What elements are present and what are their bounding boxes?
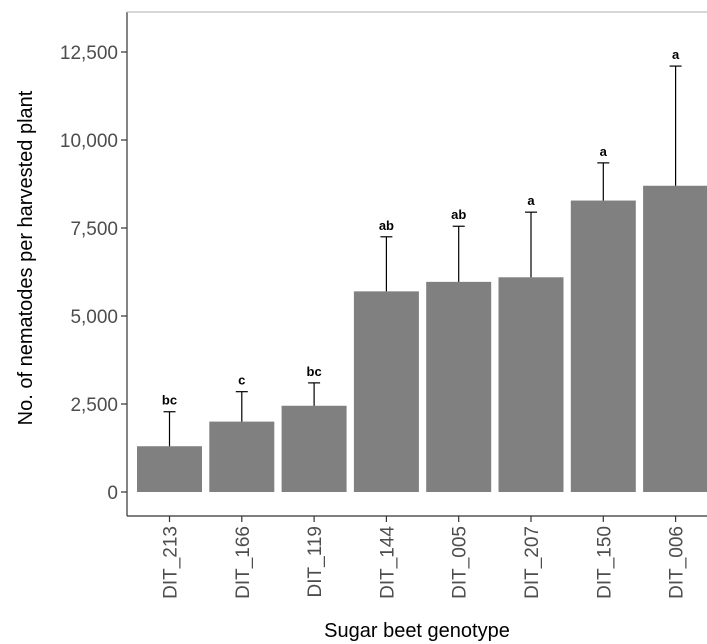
x-tick-label: DIT_006 bbox=[667, 526, 688, 599]
bars-group bbox=[137, 185, 707, 492]
y-tick-label: 0 bbox=[107, 483, 118, 504]
x-axis-title: Sugar beet genotype bbox=[324, 620, 510, 642]
bar bbox=[137, 446, 202, 492]
bar bbox=[281, 405, 347, 492]
bar bbox=[209, 421, 275, 492]
x-tick-label: DIT_213 bbox=[161, 526, 182, 599]
y-tick-label: 7,500 bbox=[70, 219, 118, 240]
x-axis-ticks: DIT_213 DIT_166 DIT_119 DIT_144 DIT_005 DIT_2… bbox=[161, 516, 688, 599]
x-tick-label: DIT_119 bbox=[305, 526, 326, 597]
y-axis-title: No. of nematodes per harvested plant bbox=[15, 90, 37, 425]
significance-label: bc bbox=[162, 393, 177, 408]
significance-label: ab bbox=[451, 207, 466, 222]
significance-label: a bbox=[600, 144, 608, 159]
y-axis-ticks: 0 2,500 5,000 7,500 10,000 12,500 bbox=[60, 43, 127, 504]
x-tick-label: DIT_144 bbox=[377, 526, 398, 599]
y-tick-label: 5,000 bbox=[70, 307, 118, 328]
x-tick-label: DIT_207 bbox=[522, 526, 543, 599]
bar bbox=[426, 281, 492, 492]
x-tick-label: DIT_166 bbox=[233, 526, 254, 599]
y-tick-label: 12,500 bbox=[60, 43, 118, 64]
bar bbox=[643, 185, 707, 492]
bar bbox=[570, 200, 636, 492]
bar bbox=[498, 277, 564, 492]
significance-label: c bbox=[238, 373, 245, 388]
significance-label: a bbox=[527, 193, 535, 208]
plot-area bbox=[126, 11, 707, 517]
significance-label: bc bbox=[307, 364, 322, 379]
error-bars-group bbox=[163, 65, 682, 447]
x-tick-label: DIT_005 bbox=[450, 526, 471, 599]
y-tick-label: 2,500 bbox=[70, 395, 118, 416]
bar bbox=[353, 291, 419, 492]
significance-label: ab bbox=[379, 218, 394, 233]
significance-labels-group: bc c bc ab ab a a a bbox=[162, 47, 680, 408]
x-tick-label: DIT_150 bbox=[594, 526, 615, 599]
y-tick-label: 10,000 bbox=[60, 131, 118, 152]
significance-label: a bbox=[672, 47, 680, 62]
